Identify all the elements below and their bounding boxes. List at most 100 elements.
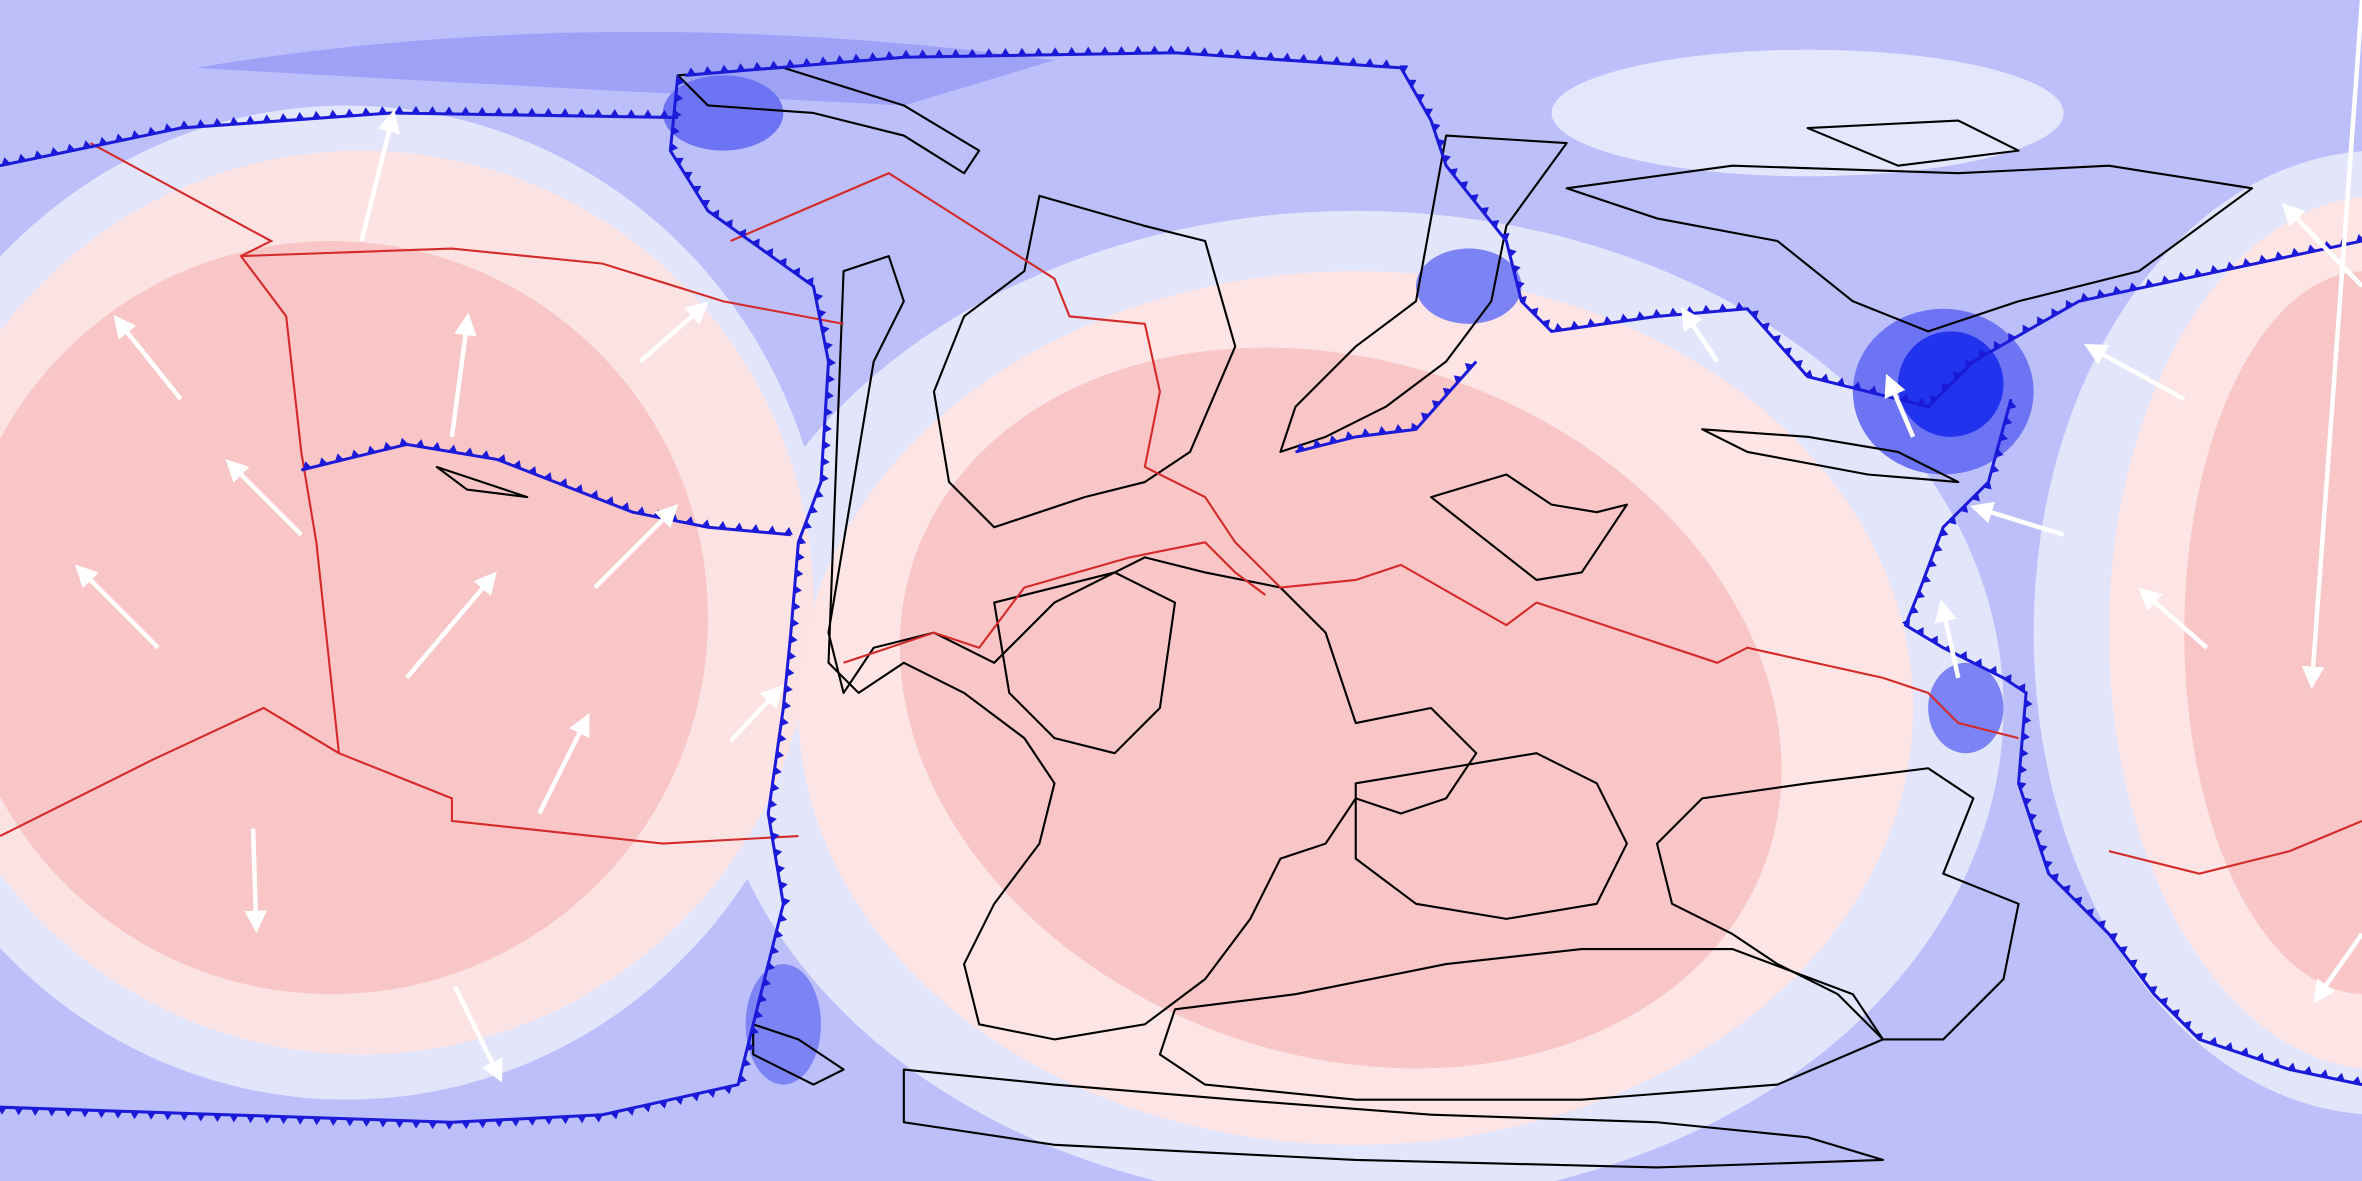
subduction-tooth (1100, 46, 1110, 54)
subduction-tooth (794, 585, 802, 595)
subduction-tooth (1971, 492, 1980, 502)
subduction-tooth (1930, 635, 1938, 645)
subduction-tooth (444, 1122, 454, 1130)
field-zone (195, 31, 1055, 106)
subduction-tooth (511, 1118, 521, 1127)
subduction-tooth (494, 107, 504, 115)
subduction-tooth (1407, 79, 1417, 88)
subduction-tooth (312, 110, 322, 119)
coastline (752, 1023, 845, 1086)
subduction-tooth (543, 107, 553, 116)
subduction-tooth (1394, 424, 1404, 433)
subduction-tooth (1449, 168, 1458, 177)
subduction-tooth (1315, 54, 1325, 63)
field-zone (2184, 271, 2362, 995)
subduction-tooth (1480, 207, 1489, 216)
subduction-tooth (758, 993, 767, 1003)
subduction-tooth (835, 55, 845, 63)
subduction-tooth (752, 61, 762, 70)
subduction-tooth (1453, 375, 1463, 384)
velocity-arrow (225, 458, 303, 537)
subduction-tooth (686, 67, 696, 76)
subduction-tooth (1332, 55, 1342, 64)
subduction-tooth (1941, 383, 1950, 392)
subduction-tooth (312, 1117, 322, 1126)
subduction-tooth (1999, 432, 2008, 442)
coastline (676, 66, 981, 175)
ridge (0, 706, 340, 837)
subduction-tooth (179, 120, 189, 129)
subduction-tooth (2128, 959, 2138, 968)
subduction-tooth (1329, 435, 1338, 444)
coastlines (435, 66, 2254, 1169)
subduction-tooth (2319, 1069, 2329, 1078)
subduction-tooth (2062, 884, 2071, 894)
subduction-tooth (2020, 748, 2029, 758)
velocity-arrow (593, 504, 679, 590)
subduction-tooth (2258, 254, 2268, 263)
ridge (730, 172, 2019, 740)
subduction-tooth (399, 437, 409, 447)
subduction-tooth (691, 1093, 700, 1102)
subduction-tooth (2033, 828, 2043, 838)
subduction-tooth (1804, 369, 1813, 378)
subduction-tooth (2274, 251, 2284, 260)
subduction-tooth (1959, 650, 1968, 660)
subduction-tooth (212, 117, 222, 126)
subduction-tooth (246, 115, 256, 124)
field-zone (1551, 49, 2064, 177)
subduction-tooth (1868, 385, 1878, 394)
subduction-tooth (229, 1114, 239, 1123)
subduction-tooth (2118, 946, 2128, 955)
subduction-tooth (1636, 311, 1646, 320)
subduction-tooth (674, 1096, 684, 1106)
subduction-tooth (1183, 46, 1193, 54)
subduction-tooth (626, 1107, 636, 1116)
plate-velocities (74, 0, 2362, 1083)
subduction-tooth (1979, 349, 1988, 359)
subduction-tooth (66, 143, 76, 152)
subduction-tooth (2177, 271, 2187, 281)
subduction-tooth (351, 449, 360, 458)
subduction-tooth (2023, 715, 2032, 725)
subduction-tooth (1959, 504, 1969, 513)
subduction-tooth (494, 1119, 504, 1128)
subduction-tooth (2138, 972, 2148, 981)
subduction-tooth (2287, 1062, 2297, 1071)
subduction-tooth (934, 49, 944, 57)
subduction-tooth (901, 49, 911, 58)
subduction-tooth (778, 913, 788, 923)
subduction-tooth (345, 1118, 355, 1127)
subduction-tooth (593, 1114, 603, 1123)
subduction-tooth (179, 1113, 189, 1121)
subduction-tooth (791, 618, 800, 628)
coastline (932, 194, 1237, 529)
coastline (1565, 164, 2254, 333)
subduction-tooth (1420, 412, 1430, 421)
subduction-tooth (262, 1115, 272, 1124)
subduction-tooth (1116, 46, 1126, 54)
subduction-tooth (1464, 363, 1474, 372)
subduction-tooth (2038, 844, 2048, 854)
subduction-tooth (826, 390, 834, 400)
ridges (0, 142, 2362, 875)
subduction-tooth (701, 199, 711, 208)
velocity-arrow (1884, 373, 1916, 438)
subduction-tooth (1852, 381, 1862, 390)
subduction-tooth (820, 473, 829, 483)
subduction-tooth (776, 750, 785, 760)
subduction-tooth (1216, 48, 1226, 57)
subduction-tooth (1922, 574, 1931, 584)
subduction-tooth (560, 108, 570, 116)
subduction-tooth (33, 150, 43, 159)
subduction-tooth (1459, 181, 1469, 190)
subduction-tooth (768, 799, 778, 809)
subduction-tooth (14, 1107, 24, 1116)
subduction-tooth (1083, 46, 1093, 55)
subduction-tooth (2108, 933, 2118, 942)
subduction-tooth (279, 1116, 289, 1125)
subduction-tooth (1652, 308, 1662, 317)
subduction-tooth (620, 502, 630, 511)
subduction-tooth (659, 109, 669, 118)
subduction-tooth (784, 684, 793, 694)
